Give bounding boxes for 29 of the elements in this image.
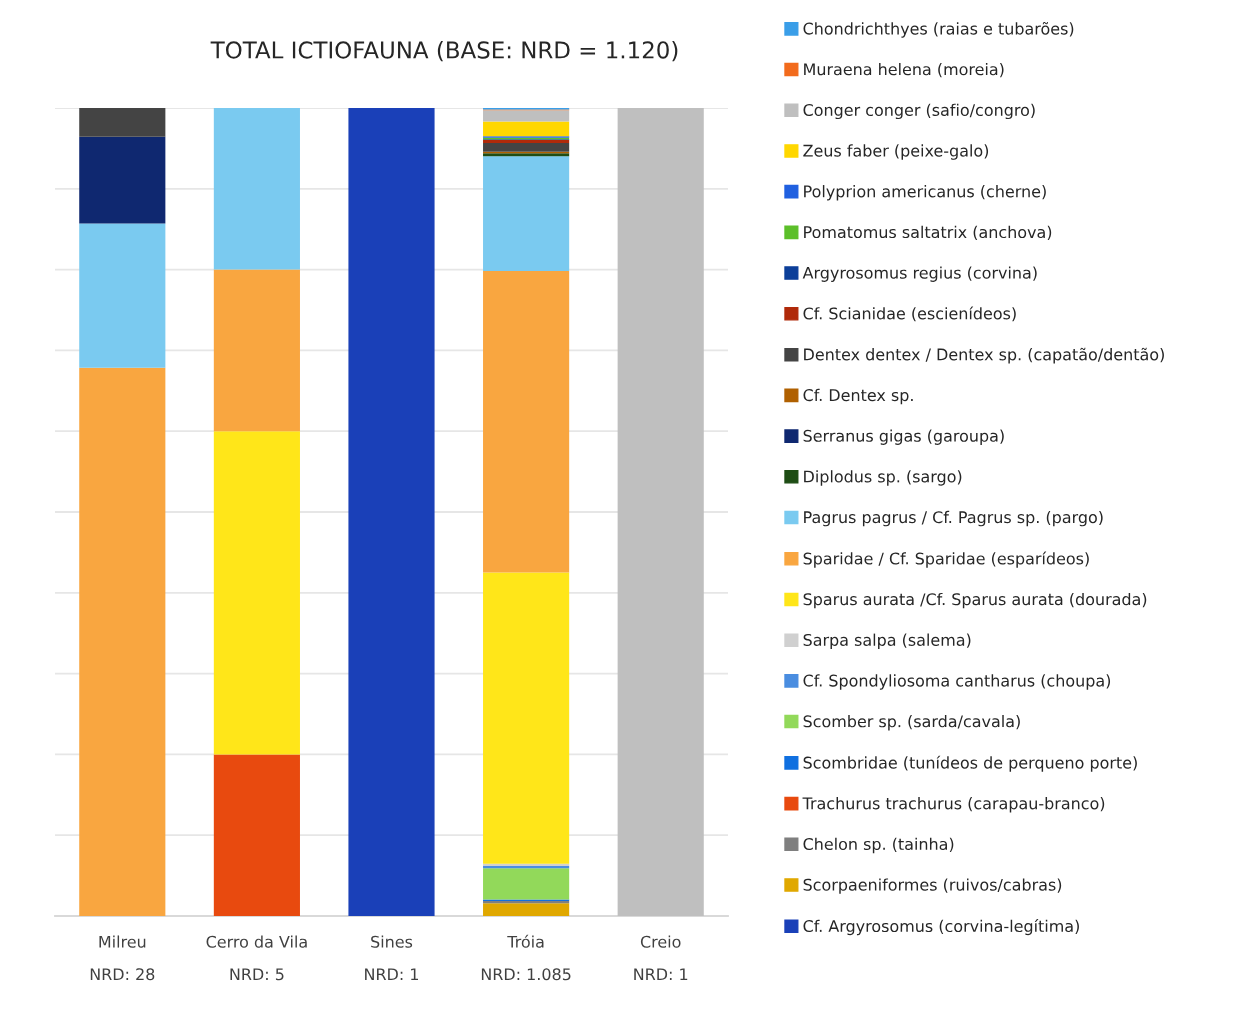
legend-label: Sparus aurata /Cf. Sparus aurata (dourada) [803, 592, 1147, 609]
legend-label: Diplodus sp. (sargo) [804, 470, 962, 486]
chart-title: TOTAL ICTIOFAUNA (BASE: NRD = 1.120) [210, 40, 678, 62]
legend-label: Chelon sp. (tainha) [803, 837, 954, 854]
legend-label: Serranus gigas (garoupa) [803, 429, 1004, 445]
legend-label: Polyprion americanus (cherne) [804, 185, 1046, 201]
legend-label: Conger conger (safio/congro) [803, 103, 1035, 120]
legend-label: Muraena helena (moreia) [804, 62, 1004, 78]
legend-label: Cf. Argyrosomus (corvina-legítima) [803, 919, 1079, 936]
legend-label: Dentex dentex / Dentex sp. (capatão/dentão) [804, 347, 1164, 364]
legend-label: Scombridae (tunídeos de perqueno porte) [803, 755, 1137, 772]
legend-label: Cf. Spondyliosoma cantharus (choupa) [803, 674, 1111, 690]
legend-label: Scomber sp. (sarda/cavala) [803, 714, 1020, 731]
category-label: Milreu NRD: 28 [90, 935, 155, 981]
legend-label: Cf. Scianidae (escienídeos) [803, 306, 1016, 322]
legend-label: Sparidae / Cf. Sparidae (esparídeos) [803, 551, 1089, 568]
legend-label: Sarpa salpa (salema) [803, 633, 971, 650]
legend-label: Chondrichthyes (raias e tubarões) [803, 22, 1074, 38]
legend-label: Zeus faber (peixe-galo) [803, 144, 989, 160]
legend-label: Scorpaeniformes (ruivos/cabras) [803, 878, 1062, 894]
category-label: Sines NRD: 1 [365, 935, 419, 981]
legend-label: Argyrosomus regius (corvina) [802, 266, 1037, 282]
category-label: Creio NRD: 1 [634, 935, 688, 981]
legend-label: Cf. Dentex sp. [803, 388, 913, 405]
legend-label: Trachurus trachurus (carapau-branco) [802, 797, 1105, 813]
legend-label: Pagrus pagrus / Cf. Pagrus sp. (pargo) [804, 510, 1103, 527]
legend-label: Pomatomus saltatrix (anchova) [804, 225, 1052, 240]
category-label: Tróia NRD: 1.085 [481, 934, 571, 981]
category-label: Cerro da Vila NRD: 5 [206, 935, 307, 981]
